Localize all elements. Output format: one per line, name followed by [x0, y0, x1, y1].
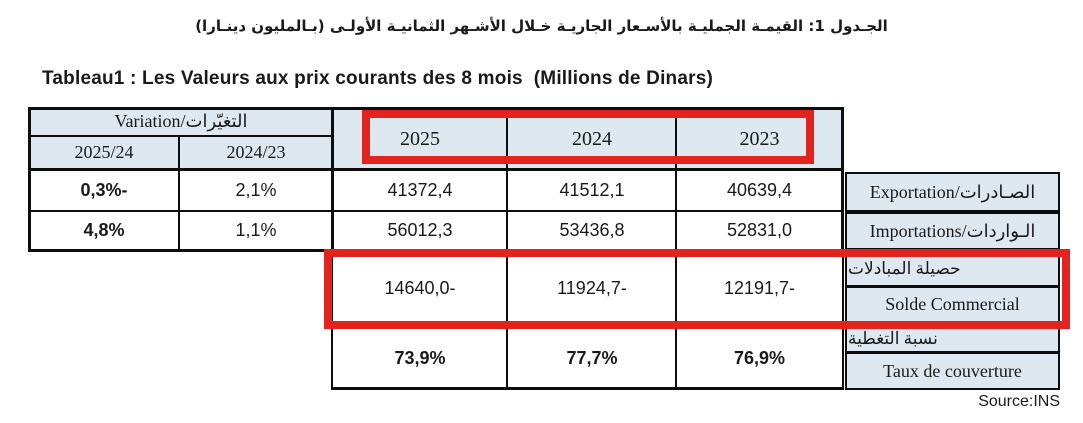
taux-value-2024: 77,7%	[566, 347, 618, 368]
solde-label-arabic: حصيلة المبادلات	[848, 259, 961, 279]
header-period-2024-23: 2024/23	[226, 142, 286, 163]
export-value-2025: 41372,4	[387, 180, 453, 201]
source-note: Source:INS	[978, 393, 1060, 410]
table-border	[28, 210, 844, 212]
table-border	[28, 168, 844, 171]
export-value-2023: 40639,4	[726, 180, 793, 201]
table-border	[506, 326, 508, 390]
taux-label-french: Taux de couverture	[883, 360, 1022, 381]
solde-value-2025: 14640,0-	[384, 277, 456, 298]
table-border	[506, 107, 508, 250]
header-year-2023: 2023	[739, 127, 780, 150]
table-border	[331, 107, 334, 252]
table-border	[675, 326, 677, 390]
table-border	[506, 252, 508, 324]
import-value-2025: 56012,3	[387, 220, 453, 241]
exportation-label-cell	[845, 172, 1060, 212]
header-variation: التغيّرات/Variation	[114, 111, 248, 132]
import-variation-2025-24: 4,8%	[83, 220, 125, 241]
export-variation-2024-23: 2,1%	[235, 180, 277, 201]
taux-label-arabic: نسبة التغطية	[848, 328, 938, 348]
export-variation-2025-24: 0,3%-	[80, 180, 128, 201]
table-border	[845, 285, 1060, 288]
table-title-french: Tableau1 : Les Valeurs aux prix courants…	[42, 68, 714, 89]
table-border	[178, 136, 180, 250]
table-border	[675, 252, 677, 324]
import-row-label: الـواردات/Importations	[869, 220, 1036, 241]
import-value-2023: 52831,0	[726, 220, 793, 241]
header-year-2024: 2024	[572, 127, 612, 150]
solde-value-2023: 12191,7-	[723, 277, 796, 298]
export-value-2024: 41512,1	[559, 180, 625, 201]
table-border	[675, 107, 677, 250]
taux-value-2023: 76,9%	[733, 347, 786, 368]
header-period-2025-24: 2025/24	[74, 142, 134, 163]
import-value-2024: 53436,8	[559, 220, 625, 241]
table-border	[845, 351, 1060, 354]
solde-label-french: Solde Commercial	[885, 294, 1020, 315]
taux-value-2025: 73,9%	[394, 347, 446, 368]
table-border	[28, 135, 333, 137]
header-year-2025: 2025	[400, 127, 440, 150]
import-variation-2024-23: 1,1%	[235, 220, 277, 241]
solde-value-2024: 11924,7-	[557, 277, 627, 298]
export-row-label: الصـادرات/Exportation	[869, 181, 1036, 202]
table-title-arabic: الجـدول 1: القيمـة الجمليـة بالأسـعار ال…	[195, 17, 888, 35]
